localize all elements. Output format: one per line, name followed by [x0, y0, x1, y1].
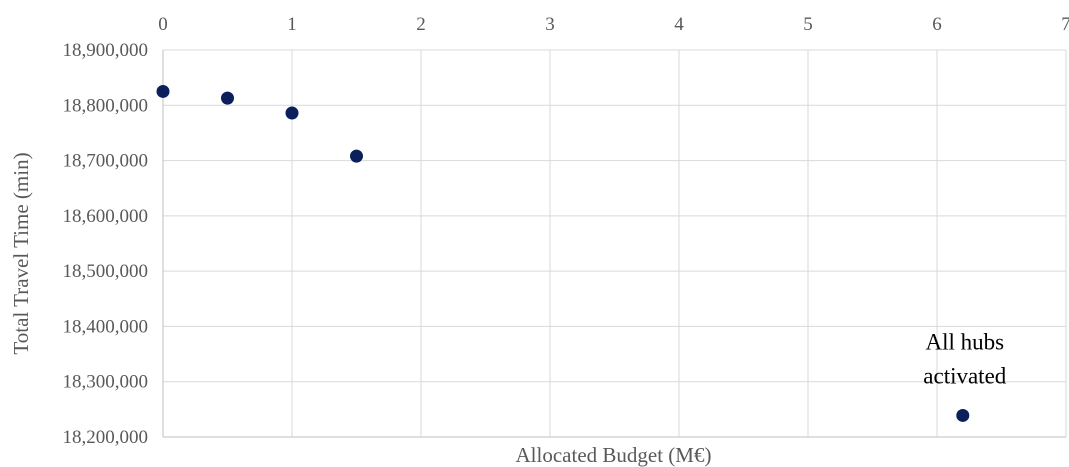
- y-tick-label: 18,900,000: [63, 40, 149, 61]
- y-tick-label: 18,600,000: [63, 206, 149, 227]
- y-tick-label: 18,200,000: [63, 427, 149, 448]
- data-point: [285, 106, 299, 120]
- data-point: [956, 408, 970, 422]
- x-tick-label: 1: [287, 14, 297, 35]
- y-tick-label: 18,800,000: [63, 95, 149, 116]
- x-tick-label: 4: [674, 14, 684, 35]
- data-point: [156, 84, 170, 98]
- x-tick-label: 2: [416, 14, 426, 35]
- y-tick-labels: 18,200,000 18,300,000 18,400,000 18,500,000…: [63, 40, 149, 448]
- y-tick-label: 18,400,000: [63, 316, 149, 337]
- annotation-label: All hubs activated: [923, 329, 1007, 388]
- x-tick-label: 0: [158, 14, 168, 35]
- annotations: All hubs activated: [923, 329, 1007, 388]
- x-tick-label: 3: [545, 14, 555, 35]
- y-tick-label: 18,700,000: [63, 151, 149, 172]
- y-tick-label: 18,300,000: [63, 372, 149, 393]
- x-tick-labels: 0 1 2 3 4 5 6 7: [158, 14, 1069, 35]
- x-axis-title: Allocated Budget (M€): [516, 443, 712, 467]
- x-tick-label: 5: [803, 14, 813, 35]
- x-tick-label: 7: [1061, 14, 1069, 35]
- y-tick-label: 18,500,000: [63, 261, 149, 282]
- y-axis-title: Total Travel Time (min): [9, 152, 33, 354]
- gridlines: [163, 49, 1067, 437]
- x-tick-label: 6: [932, 14, 942, 35]
- data-point: [350, 149, 363, 163]
- axes: [162, 50, 1066, 438]
- data-point: [221, 91, 234, 105]
- data-points: [156, 84, 970, 422]
